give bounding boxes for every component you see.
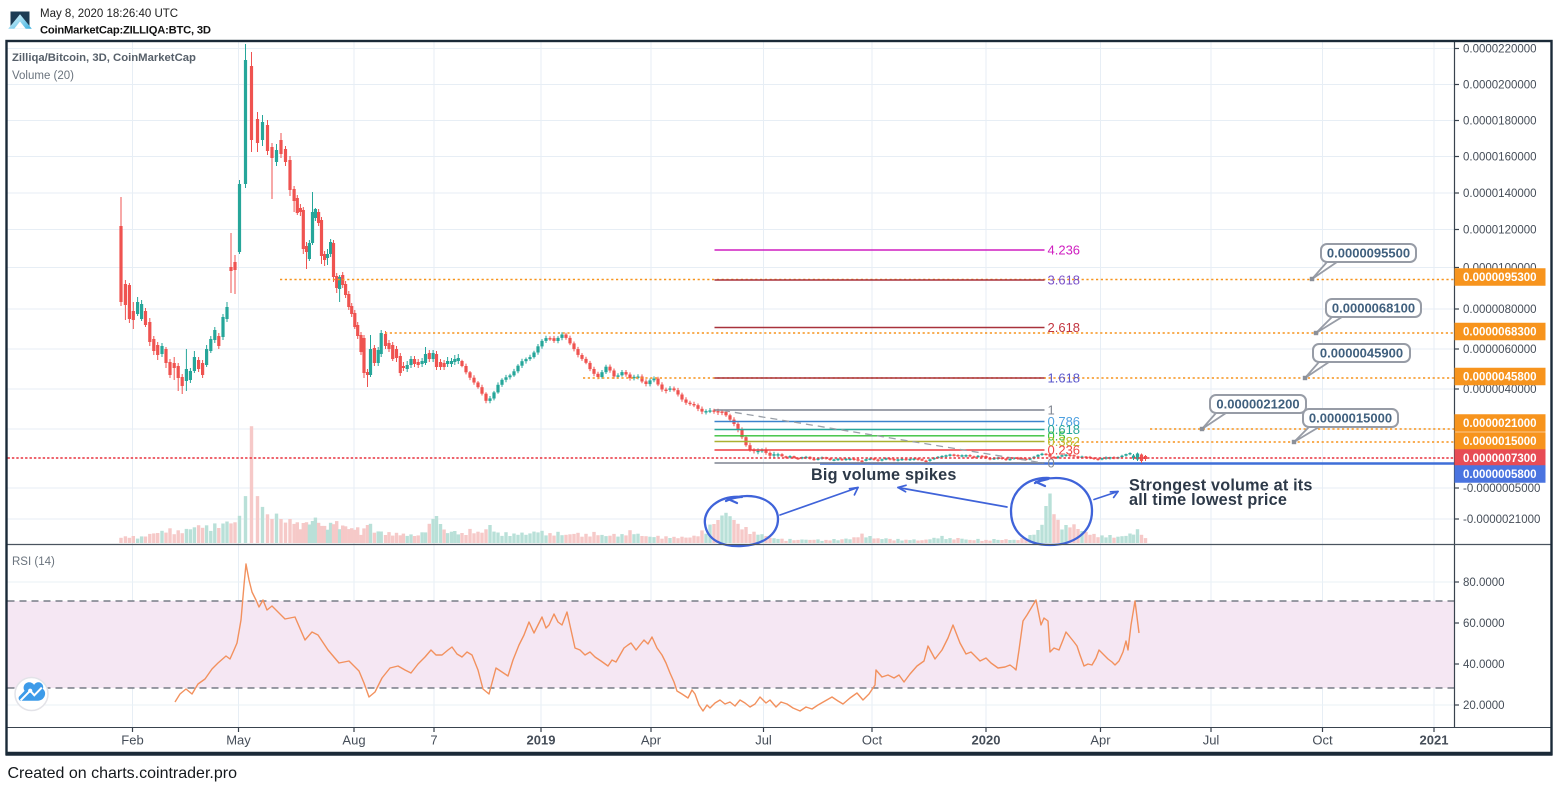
svg-text:0.0000015000: 0.0000015000 — [1309, 411, 1392, 426]
svg-text:1: 1 — [1048, 403, 1055, 418]
svg-text:0: 0 — [1048, 456, 1055, 471]
svg-text:0.0000220000: 0.0000220000 — [1463, 44, 1537, 56]
svg-text:all time lowest price: all time lowest price — [1129, 491, 1287, 509]
svg-text:0.0000040000: 0.0000040000 — [1463, 384, 1537, 396]
svg-text:May 8, 2020 18:26:40 UTC: May 8, 2020 18:26:40 UTC — [40, 8, 178, 20]
svg-text:0.0000068100: 0.0000068100 — [1332, 301, 1415, 316]
svg-text:0.0000068300: 0.0000068300 — [1463, 327, 1537, 339]
svg-text:0.0000095300: 0.0000095300 — [1463, 272, 1537, 284]
svg-text:0.0000080000: 0.0000080000 — [1463, 304, 1537, 316]
svg-text:0.0000005800: 0.0000005800 — [1463, 469, 1537, 481]
svg-text:0.0000007300: 0.0000007300 — [1463, 453, 1537, 465]
svg-text:0.0000015000: 0.0000015000 — [1463, 436, 1537, 448]
svg-text:2.618: 2.618 — [1048, 320, 1081, 335]
svg-text:0.0000120000: 0.0000120000 — [1463, 225, 1537, 237]
svg-text:Jul: Jul — [755, 733, 772, 748]
svg-text:0.0000200000: 0.0000200000 — [1463, 80, 1537, 92]
svg-text:2019: 2019 — [527, 733, 556, 748]
svg-text:0.0000045900: 0.0000045900 — [1320, 346, 1403, 361]
svg-text:80.0000: 80.0000 — [1463, 577, 1505, 589]
svg-text:Strongest volume at its: Strongest volume at its — [1129, 477, 1313, 495]
svg-text:0.236: 0.236 — [1048, 443, 1081, 458]
svg-text:Volume (20): Volume (20) — [12, 70, 74, 82]
svg-text:60.0000: 60.0000 — [1463, 618, 1505, 630]
svg-text:Big volume spikes: Big volume spikes — [811, 466, 957, 484]
svg-text:Aug: Aug — [342, 733, 365, 748]
svg-text:0.786: 0.786 — [1048, 414, 1081, 429]
svg-text:0.618: 0.618 — [1048, 422, 1081, 437]
svg-text:RSI (14): RSI (14) — [12, 556, 55, 568]
svg-text:2021: 2021 — [1420, 733, 1449, 748]
svg-text:0.0000021000: 0.0000021000 — [1463, 418, 1537, 430]
svg-text:Feb: Feb — [121, 733, 143, 748]
svg-text:7: 7 — [430, 733, 437, 748]
svg-text:0.0000021200: 0.0000021200 — [1216, 397, 1299, 412]
svg-text:Oct: Oct — [1312, 733, 1333, 748]
svg-text:1.618: 1.618 — [1048, 371, 1081, 386]
svg-text:40.0000: 40.0000 — [1463, 659, 1505, 671]
svg-text:0.382: 0.382 — [1048, 434, 1081, 449]
svg-text:Oct: Oct — [862, 733, 883, 748]
svg-text:0.0000180000: 0.0000180000 — [1463, 116, 1537, 128]
svg-text:Zilliqa/Bitcoin, 3D, CoinMarke: Zilliqa/Bitcoin, 3D, CoinMarketCap — [12, 52, 196, 64]
svg-text:0.0000060000: 0.0000060000 — [1463, 344, 1537, 356]
svg-text:0.0000045800: 0.0000045800 — [1463, 372, 1537, 384]
svg-text:-0.0000021000: -0.0000021000 — [1463, 514, 1540, 526]
svg-text:Created on charts.cointrader.p: Created on charts.cointrader.pro — [8, 765, 238, 782]
svg-text:May: May — [226, 733, 251, 748]
svg-text:0.5: 0.5 — [1048, 428, 1066, 443]
svg-text:Apr: Apr — [641, 733, 662, 748]
svg-text:0.0000095500: 0.0000095500 — [1327, 246, 1410, 261]
svg-text:CoinMarketCap:ZILLIQA:BTC, 3D: CoinMarketCap:ZILLIQA:BTC, 3D — [40, 25, 211, 37]
svg-text:20.0000: 20.0000 — [1463, 700, 1505, 712]
svg-text:2020: 2020 — [972, 733, 1001, 748]
svg-text:Apr: Apr — [1090, 733, 1111, 748]
svg-text:0.0000160000: 0.0000160000 — [1463, 152, 1537, 164]
svg-text:Jul: Jul — [1203, 733, 1220, 748]
svg-text:3.618: 3.618 — [1048, 273, 1081, 288]
svg-text:4.236: 4.236 — [1048, 243, 1081, 258]
svg-text:-0.0000005000: -0.0000005000 — [1463, 483, 1540, 495]
svg-text:0.0000140000: 0.0000140000 — [1463, 188, 1537, 200]
